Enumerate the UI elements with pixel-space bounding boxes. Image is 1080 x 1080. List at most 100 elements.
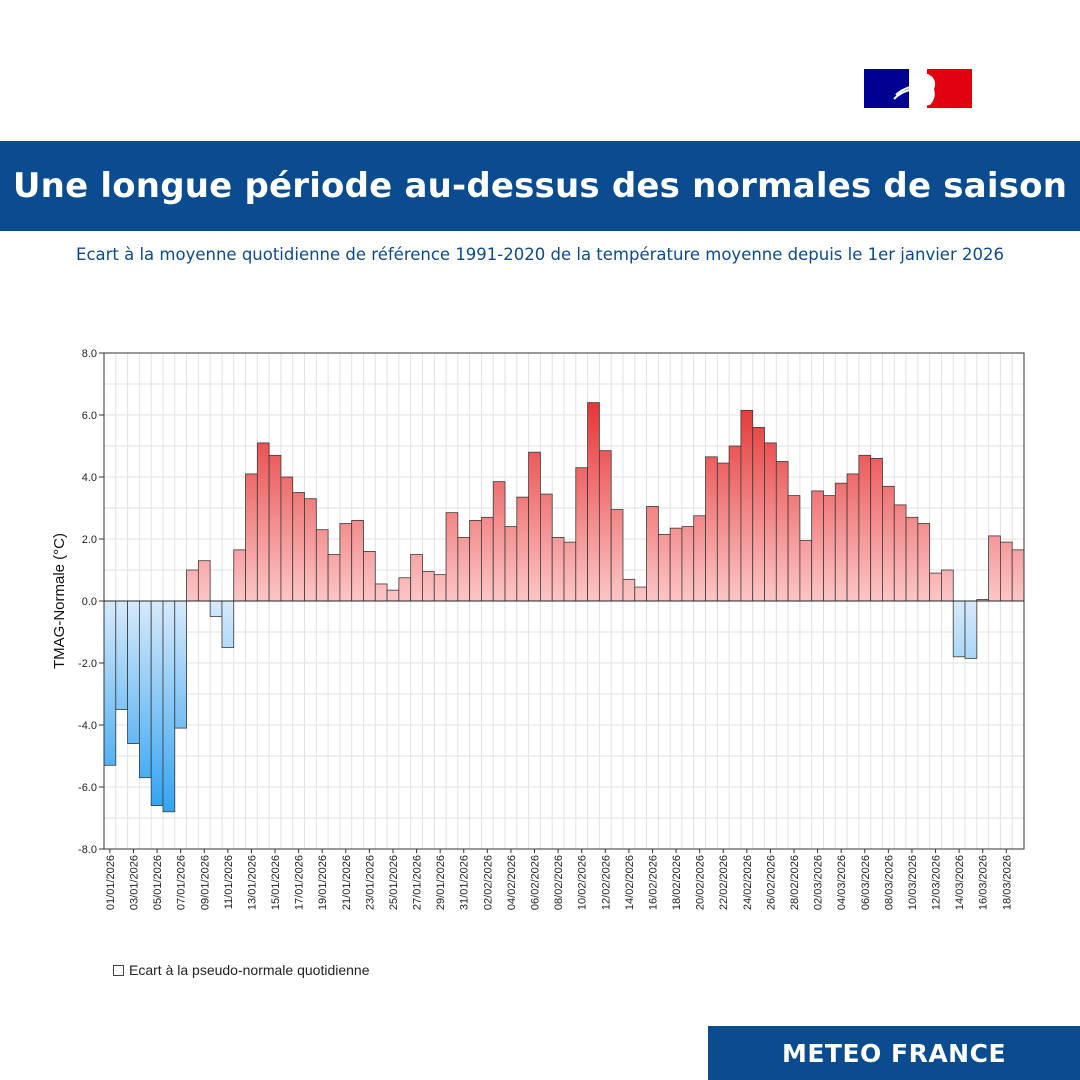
- chart-bar: [728, 445, 742, 602]
- chart-bar: [221, 600, 235, 648]
- x-tick-label: 20/02/2026: [695, 855, 707, 910]
- x-tick-label: 01/01/2026: [105, 855, 117, 910]
- chart-bar: [280, 476, 294, 602]
- chart-bar: [292, 492, 305, 602]
- chart-bar: [138, 600, 152, 779]
- legend: Ecart à la pseudo-normale quotidienne: [113, 962, 370, 978]
- chart-bar: [174, 600, 187, 729]
- chart-subtitle: Ecart à la moyenne quotidienne de référe…: [76, 245, 1004, 264]
- x-tick-label: 04/03/2026: [836, 855, 848, 910]
- chart-bar: [870, 457, 883, 602]
- chart-bar: [575, 467, 588, 602]
- y-axis-label: TMAG-Normale (°C): [51, 533, 68, 669]
- chart-bar: [846, 473, 860, 602]
- x-tick-label: 23/01/2026: [364, 855, 376, 910]
- chart-bar: [752, 427, 765, 602]
- chart-bar: [811, 490, 824, 602]
- chart-bar: [893, 504, 907, 602]
- chart-bar: [952, 600, 966, 658]
- x-tick-label: 16/02/2026: [647, 855, 659, 910]
- chart-bar: [398, 577, 412, 602]
- chart-bar: [197, 560, 211, 602]
- x-tick-label: 27/01/2026: [412, 855, 424, 910]
- brand-name: METEO FRANCE: [781, 1038, 1007, 1068]
- chart-bar: [386, 589, 400, 602]
- x-tick-label: 14/02/2026: [624, 855, 636, 910]
- footer-band: METEO FRANCE: [708, 1026, 1080, 1080]
- x-tick-label: 29/01/2026: [435, 855, 447, 910]
- chart-bar: [150, 600, 164, 807]
- chart-bar: [681, 526, 695, 602]
- x-tick-label: 10/02/2026: [577, 855, 589, 910]
- chart-bar: [504, 526, 518, 602]
- x-tick-label: 16/03/2026: [978, 855, 990, 910]
- x-tick-label: 05/01/2026: [152, 855, 164, 910]
- y-tick-label: 6.0: [82, 410, 97, 422]
- page-title: Une longue période au-dessus des normale…: [12, 166, 1068, 206]
- chart-bar: [941, 569, 954, 602]
- temperature-anomaly-chart: 8.0 6.0 4.0 2.0 0.0 -2.0 -4.0 -6.0 -8.0 01/01/202…: [51, 348, 1025, 910]
- chart-bar: [657, 533, 671, 602]
- legend-swatch: [113, 964, 124, 976]
- chart-bar: [374, 583, 388, 602]
- chart-bar: [740, 409, 754, 602]
- y-tick-label: 8.0: [82, 348, 97, 360]
- chart-bar: [327, 554, 341, 602]
- x-tick-label: 07/01/2026: [176, 855, 188, 910]
- chart-bar: [716, 462, 730, 602]
- chart-bar: [929, 572, 942, 602]
- chart-bar: [622, 578, 636, 602]
- chart-bar: [823, 495, 836, 602]
- x-tick-label: 11/01/2026: [223, 855, 235, 909]
- y-tick-label: 2.0: [82, 534, 97, 546]
- chart-bar: [834, 482, 848, 602]
- chart-bar: [422, 571, 435, 602]
- chart-bar: [115, 600, 128, 710]
- chart-bar: [245, 473, 258, 602]
- x-tick-label: 02/02/2026: [482, 855, 494, 910]
- x-tick-label: 22/02/2026: [718, 855, 730, 910]
- chart-bar: [787, 495, 801, 602]
- chart-bar: [705, 456, 718, 602]
- x-tick-label: 08/03/2026: [883, 855, 895, 910]
- chart-bar: [351, 519, 364, 602]
- chart-bar: [528, 451, 541, 602]
- chart-bar: [799, 540, 813, 602]
- x-tick-label: 14/03/2026: [954, 855, 966, 910]
- x-tick-label: 06/02/2026: [530, 855, 542, 910]
- chart-bar: [469, 519, 482, 602]
- chart-bar: [1000, 541, 1013, 602]
- chart-bar: [1011, 549, 1025, 602]
- chart-bar: [209, 600, 223, 617]
- x-tick-label: 21/01/2026: [341, 855, 353, 910]
- x-tick-label: 10/03/2026: [907, 855, 919, 910]
- x-tick-label: 28/02/2026: [789, 855, 801, 910]
- chart-bar: [551, 537, 565, 602]
- chart-bar: [764, 442, 777, 602]
- chart-bar: [610, 509, 624, 602]
- chart-bar: [268, 454, 282, 602]
- chart-bar: [445, 512, 459, 602]
- x-tick-label: 02/03/2026: [813, 855, 825, 910]
- x-tick-label: 24/02/2026: [742, 855, 754, 910]
- chart-bar: [492, 481, 506, 602]
- chart-bar: [540, 493, 553, 602]
- chart-bar: [103, 600, 117, 766]
- y-tick-label: -8.0: [78, 844, 97, 856]
- chart-bar: [186, 569, 199, 602]
- y-tick-label: 4.0: [82, 472, 97, 484]
- x-tick-label: 04/02/2026: [506, 855, 518, 910]
- x-tick-label: 17/01/2026: [294, 855, 306, 910]
- x-tick-label: 15/01/2026: [270, 855, 282, 910]
- chart-bar: [410, 554, 423, 602]
- chart-bar: [304, 498, 317, 602]
- x-tick-label: 09/01/2026: [199, 855, 211, 910]
- x-tick-label: 08/02/2026: [553, 855, 565, 910]
- chart-bar: [905, 516, 919, 602]
- x-tick-label: 18/03/2026: [1001, 855, 1013, 910]
- y-tick-label: 0.0: [82, 596, 97, 608]
- x-tick-label: 12/02/2026: [600, 855, 612, 910]
- chart-bar: [457, 537, 471, 602]
- republique-francaise-logo: [864, 69, 972, 108]
- chart-bar: [587, 402, 600, 602]
